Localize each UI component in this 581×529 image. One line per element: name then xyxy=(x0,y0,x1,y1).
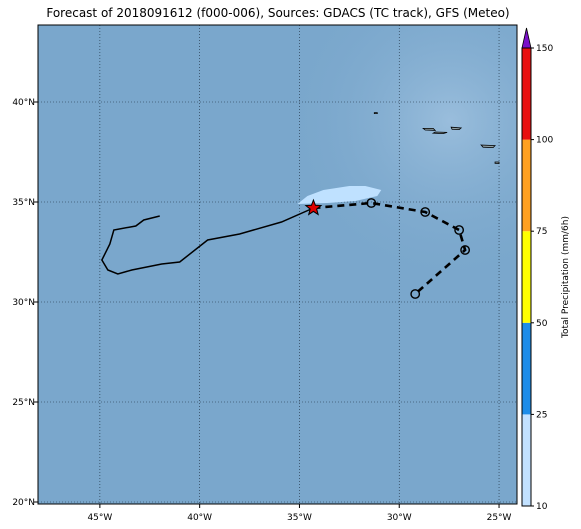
colorbar-tick-label: 25 xyxy=(536,410,547,420)
colorbar-title: Total Precipitation (mm/6h) xyxy=(561,216,571,339)
forecast-point xyxy=(366,198,377,208)
tc-tracks xyxy=(101,198,471,299)
colorbar-segment xyxy=(522,139,531,232)
island xyxy=(373,112,378,114)
precip-area-10-25 xyxy=(297,186,382,204)
ocean-highlight xyxy=(38,25,517,504)
colorbar-tick-label: 10 xyxy=(536,502,548,512)
longitude-axis: 45°W 40°W 35°W 30°W 25°W xyxy=(87,504,512,523)
colorbar: 10 25 50 75 100 150 Total Precipitation (mm/6h… xyxy=(521,27,571,512)
forecast-track-line xyxy=(313,201,467,295)
colorbar-tick-label: 100 xyxy=(536,136,553,146)
colorbar-tick-label: 75 xyxy=(536,227,547,237)
island xyxy=(422,127,437,131)
past-track-line xyxy=(101,207,314,275)
lon-tick-label: 35°W xyxy=(287,513,312,523)
lat-tick-label: 25°N xyxy=(12,398,35,408)
colorbar-extend-arrow xyxy=(521,27,532,49)
colorbar-segment xyxy=(522,414,531,506)
graticule xyxy=(38,25,517,504)
lon-tick-label: 40°W xyxy=(187,513,212,523)
lon-tick-label: 30°W xyxy=(387,513,412,523)
storm-position-star-icon xyxy=(304,198,323,216)
forecast-point xyxy=(420,207,431,217)
latitude-axis: 40°N 35°N 30°N 25°N 20°N xyxy=(12,98,38,508)
colorbar-segment xyxy=(522,322,531,415)
lat-tick-label: 40°N xyxy=(12,98,35,108)
colorbar-segment xyxy=(522,48,531,140)
map-frame xyxy=(37,24,518,505)
colorbar-tick-label: 50 xyxy=(536,319,548,329)
lat-tick-label: 35°N xyxy=(12,198,35,208)
map-border xyxy=(37,24,518,505)
forecast-point xyxy=(460,245,471,255)
lon-tick-label: 45°W xyxy=(87,513,112,523)
lon-tick-label: 25°W xyxy=(487,513,512,523)
island xyxy=(450,126,463,131)
colorbar-border xyxy=(521,47,532,507)
precipitation-layer xyxy=(297,186,382,204)
island xyxy=(480,144,496,149)
lat-tick-label: 20°N xyxy=(12,498,35,508)
forecast-point xyxy=(410,289,421,299)
colorbar-tick-label: 150 xyxy=(536,44,553,54)
lat-tick-label: 30°N xyxy=(12,298,35,308)
island xyxy=(431,131,448,135)
forecast-point xyxy=(454,225,465,235)
azores-islands xyxy=(373,112,500,165)
colorbar-segment xyxy=(522,231,531,323)
island xyxy=(494,161,500,165)
map-title: Forecast of 2018091612 (f000-006), Sourc… xyxy=(46,6,510,20)
